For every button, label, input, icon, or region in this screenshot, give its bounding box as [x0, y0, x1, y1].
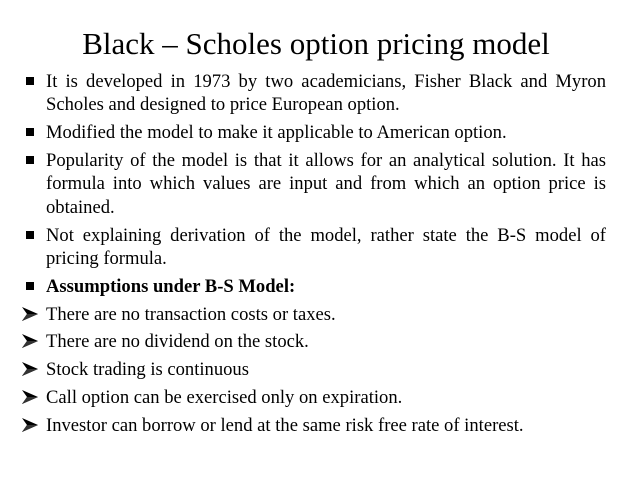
square-bullet-icon: [20, 121, 42, 144]
bullet-list: It is developed in 1973 by two academici…: [20, 70, 606, 437]
bullet-item: Not explaining derivation of the model, …: [20, 224, 606, 271]
bullet-item-heading: Assumptions under B-S Model:: [20, 275, 606, 298]
bullet-text: Modified the model to make it applicable…: [46, 122, 507, 144]
slide-title: Black – Scholes option pricing model: [82, 26, 550, 61]
arrow-item: There are no dividend on the stock.: [20, 330, 606, 353]
bullet-item: Popularity of the model is that it allow…: [20, 149, 606, 219]
bullet-text: Not explaining derivation of the model, …: [46, 224, 606, 270]
assumptions-heading: Assumptions under B-S Model:: [46, 275, 296, 297]
square-bullet-icon: [20, 149, 42, 172]
arrow-text: Stock trading is continuous: [46, 359, 249, 381]
arrow-bullet-icon: [20, 414, 42, 437]
square-bullet-icon: [20, 224, 42, 247]
arrow-bullet-icon: [20, 303, 42, 326]
bullet-item: Modified the model to make it applicable…: [20, 121, 606, 144]
arrow-item: There are no transaction costs or taxes.: [20, 303, 606, 326]
arrow-text: Call option can be exercised only on exp…: [46, 387, 403, 408]
arrow-item: Investor can borrow or lend at the same …: [20, 414, 606, 437]
arrow-text: There are no dividend on the stock.: [46, 331, 309, 353]
square-bullet-icon: [20, 70, 42, 93]
arrow-item: Call option can be exercised only on exp…: [20, 386, 606, 409]
arrow-item: Stock trading is continuous: [20, 358, 606, 381]
arrow-text: There are no transaction costs or taxes.: [46, 303, 336, 325]
bullet-text: Popularity of the model is that it allow…: [46, 150, 606, 218]
arrow-text: Investor can borrow or lend at the same …: [46, 414, 524, 436]
arrow-bullet-icon: [20, 386, 42, 409]
bullet-item: It is developed in 1973 by two academici…: [20, 70, 606, 117]
bullet-text: It is developed in 1973 by two academici…: [46, 71, 606, 116]
square-bullet-icon: [20, 275, 42, 298]
arrow-bullet-icon: [20, 330, 42, 353]
arrow-bullet-icon: [20, 358, 42, 381]
